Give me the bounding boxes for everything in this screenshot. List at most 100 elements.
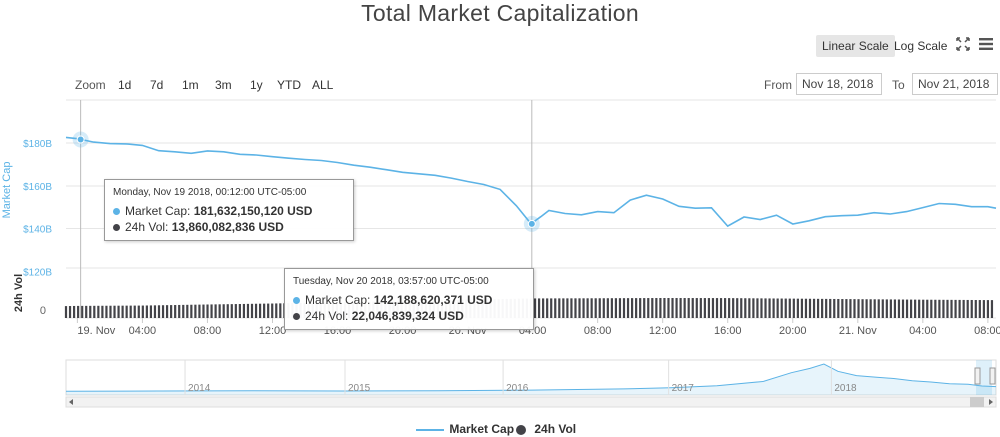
chart-title: Total Market Capitalization — [361, 0, 639, 26]
volume-bar — [897, 299, 901, 318]
volume-bar — [764, 298, 767, 318]
zoom-7d-button[interactable]: 7d — [150, 78, 164, 92]
x-tick-label: 08:00 — [194, 325, 222, 337]
volume-bar — [679, 298, 682, 318]
volume-bar — [974, 300, 977, 318]
zoom-all-button[interactable]: ALL — [312, 78, 334, 92]
volume-bar — [861, 299, 864, 318]
scrollbar-thumb — [970, 397, 984, 407]
volume-bar — [105, 305, 108, 318]
volume-bar — [780, 298, 783, 318]
volume-bar — [970, 299, 973, 318]
linear-scale-button[interactable]: Linear Scale — [816, 35, 895, 57]
x-tick-label: 08:00 — [974, 325, 1000, 337]
volume-bar — [857, 299, 860, 318]
market-cap-dot-icon — [293, 297, 300, 305]
volume-bar — [109, 305, 112, 318]
navigator-handle — [974, 367, 981, 385]
volume-bar — [606, 298, 609, 318]
volume-bar — [537, 298, 541, 318]
volume-bar — [853, 299, 856, 318]
from-date-input[interactable]: Nov 18, 2018 — [796, 73, 882, 95]
zoom-ytd-button[interactable]: YTD — [277, 78, 301, 92]
volume-bar — [182, 304, 185, 318]
zoom-3m-button[interactable]: 3m — [215, 78, 232, 92]
volume-bar — [275, 303, 278, 318]
zoom-1d-button[interactable]: 1d — [118, 78, 132, 92]
volume-bar — [178, 304, 181, 318]
volume-bar — [190, 304, 193, 318]
volume-bar — [885, 299, 888, 318]
tooltip-2: Tuesday, Nov 20 2018, 03:57:00 UTC-05:00… — [284, 268, 534, 330]
volume-bar — [776, 298, 779, 318]
to-date-input[interactable]: Nov 21, 2018 — [912, 73, 998, 95]
zoom-1y-button[interactable]: 1y — [250, 78, 263, 92]
volume-bar — [149, 305, 153, 318]
volume-bar — [542, 298, 545, 318]
x-tick-label: 04:00 — [129, 325, 157, 337]
volume-bar — [250, 303, 254, 318]
fullscreen-icon[interactable] — [955, 36, 971, 52]
y-tick-label: $160B — [23, 182, 52, 193]
volume-bar — [703, 298, 706, 318]
scroll-left-icon[interactable] — [69, 399, 73, 405]
tooltip-1-vol-value: 13,860,082,836 USD — [171, 220, 284, 234]
volume-bar — [630, 298, 634, 318]
volume-bar — [849, 299, 852, 318]
tooltip-2-mc-label: Market Cap: — [305, 293, 371, 307]
volume-bar — [659, 298, 662, 318]
volume-bar — [93, 305, 96, 318]
legend-line-icon — [416, 428, 444, 431]
volume-bar — [881, 299, 884, 318]
volume-bar — [671, 298, 674, 318]
legend-volume[interactable]: 24h Vol — [516, 422, 576, 436]
to-label: To — [892, 78, 905, 92]
y-axis-label-market-cap: Market Cap — [1, 162, 13, 219]
market-cap-line — [65, 136, 997, 228]
volume-bar — [918, 299, 921, 318]
volume-bar — [72, 305, 76, 318]
tooltip-1: Monday, Nov 19 2018, 00:12:00 UTC-05:00 … — [104, 179, 354, 241]
volume-bar — [889, 299, 892, 318]
volume-bar — [756, 298, 759, 318]
volume-bar — [602, 298, 605, 318]
log-scale-button[interactable]: Log Scale — [894, 39, 948, 53]
volume-bar — [64, 306, 68, 318]
volume-bar — [736, 298, 739, 318]
scroll-right-icon[interactable] — [989, 399, 993, 405]
volume-bar — [68, 306, 72, 318]
volume-bar — [930, 299, 933, 318]
hover-point — [527, 219, 536, 228]
volume-bar — [691, 298, 694, 318]
volume-dot-icon — [293, 313, 300, 321]
volume-bar — [732, 298, 735, 318]
volume-bar — [598, 298, 601, 318]
volume-bar — [905, 299, 909, 318]
menu-icon[interactable] — [978, 37, 994, 51]
volume-bar — [962, 299, 965, 318]
volume-bar — [165, 305, 169, 318]
volume-bar — [610, 298, 613, 318]
volume-bar — [246, 303, 250, 318]
tooltip-2-header: Tuesday, Nov 20 2018, 03:57:00 UTC-05:00 — [293, 276, 489, 287]
zoom-1m-button[interactable]: 1m — [182, 78, 199, 92]
volume-bar — [841, 299, 844, 318]
volume-bar — [914, 299, 917, 318]
legend-market-cap[interactable]: Market Cap — [416, 422, 514, 436]
volume-bar — [683, 298, 686, 318]
legend-volume-label: 24h Vol — [534, 422, 577, 436]
tooltip-1-mc-label: Market Cap: — [125, 204, 191, 218]
volume-bar — [922, 299, 925, 318]
volume-bar — [808, 298, 812, 318]
tooltip-1-mc-value: 181,632,150,120 USD — [193, 204, 313, 218]
volume-bar — [133, 305, 136, 318]
volume-bar — [744, 298, 747, 318]
tooltip-2-vol-value: 22,046,839,324 USD — [351, 309, 464, 323]
volume-bar — [186, 304, 189, 318]
legend-market-cap-label: Market Cap — [449, 422, 515, 436]
volume-bar — [675, 298, 678, 318]
volume-bar — [129, 305, 132, 318]
volume-bar — [89, 305, 92, 318]
volume-bar — [687, 298, 690, 318]
volume-bar — [792, 298, 795, 318]
